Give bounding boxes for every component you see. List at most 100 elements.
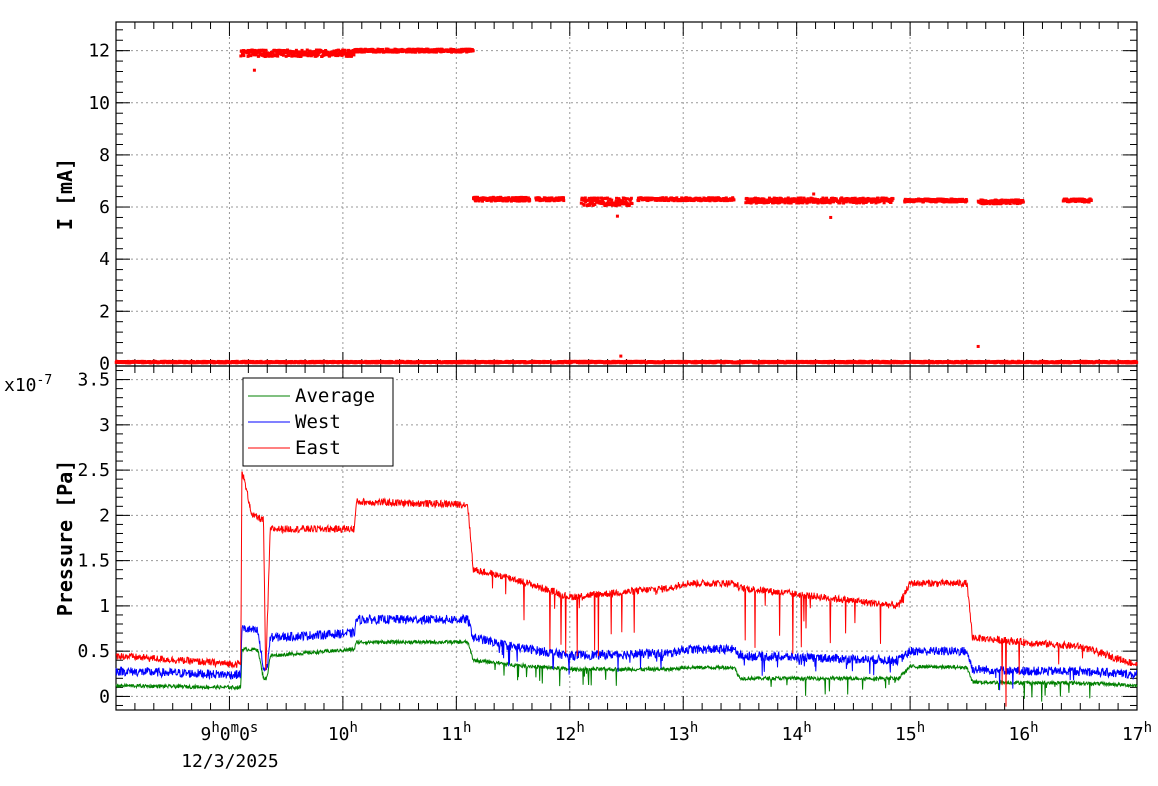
- current-outlier-point: [812, 192, 816, 196]
- current-point: [514, 199, 518, 203]
- x-tick-text: 17: [1122, 724, 1144, 745]
- x-tick-label: 10h: [328, 720, 358, 745]
- current-point: [780, 197, 784, 201]
- current-point: [255, 51, 259, 55]
- current-point: [308, 49, 312, 53]
- x-tick-text: 13: [668, 724, 690, 745]
- current-point: [270, 54, 274, 58]
- current-point: [252, 53, 256, 57]
- current-point: [853, 196, 857, 200]
- x-tick-superscript: h: [1030, 720, 1038, 736]
- current-point: [590, 199, 594, 203]
- x-tick-label: 13h: [668, 720, 698, 745]
- current-point: [707, 196, 711, 200]
- current-point: [861, 201, 865, 205]
- current-point: [281, 53, 285, 57]
- current-point: [595, 200, 599, 204]
- y-tick-label: 0: [99, 686, 110, 707]
- y-tick-label: 2: [99, 301, 110, 322]
- current-point: [335, 49, 339, 53]
- current-point: [471, 49, 475, 53]
- current-point: [622, 200, 626, 204]
- current-point: [869, 197, 873, 201]
- current-point: [507, 196, 511, 200]
- current-point: [323, 53, 327, 57]
- y-tick-label: 0.5: [77, 641, 110, 662]
- current-point: [816, 201, 820, 205]
- current-point: [804, 198, 808, 202]
- current-point: [560, 197, 564, 201]
- x-tick-label: 14h: [782, 720, 812, 745]
- current-point: [789, 201, 793, 205]
- current-point: [278, 52, 282, 56]
- current-point: [882, 201, 886, 205]
- current-point: [1005, 201, 1009, 205]
- current-point: [434, 50, 438, 54]
- current-point: [787, 201, 791, 205]
- x-tick-superscript2: m: [231, 720, 239, 736]
- pressure-panel: 0 0.5 1 1.5 2 2.5 3 3.5 Pressure [Pa] x10-7: [4, 365, 1138, 711]
- y-tick-label: 10: [88, 93, 110, 114]
- current-point: [802, 197, 806, 201]
- current-point: [1021, 200, 1025, 204]
- x-tick-superscript: h: [1144, 720, 1152, 736]
- current-point: [767, 196, 771, 200]
- current-point: [247, 52, 251, 56]
- x-tick-superscript: h: [463, 720, 471, 736]
- y-tick-label: 8: [99, 145, 110, 166]
- y-tick-label: 6: [99, 197, 110, 218]
- current-point: [515, 196, 519, 200]
- current-point: [841, 199, 845, 203]
- current-point: [937, 199, 941, 203]
- x-tick-text: 15: [895, 724, 917, 745]
- current-point: [813, 197, 817, 201]
- current-outlier-point: [976, 344, 980, 348]
- current-point: [863, 197, 867, 201]
- current-point: [983, 202, 987, 206]
- current-point: [562, 199, 566, 203]
- current-point: [240, 49, 244, 53]
- current-point: [845, 196, 849, 200]
- current-point: [949, 200, 953, 204]
- x-axis-date-label: 12/3/2025: [181, 751, 279, 772]
- exponent-power: -7: [37, 373, 53, 388]
- current-point: [347, 48, 351, 52]
- current-point: [806, 197, 810, 201]
- legend-label-average: Average: [295, 385, 375, 407]
- current-point: [600, 196, 604, 200]
- current-point: [545, 196, 549, 200]
- current-point: [291, 50, 295, 54]
- current-point: [562, 196, 566, 200]
- x-tick-label: 16h: [1008, 720, 1038, 745]
- current-point: [1087, 200, 1091, 204]
- y-tick-label: 4: [99, 249, 110, 270]
- current-point: [464, 47, 468, 51]
- current-point: [838, 201, 842, 205]
- current-point: [343, 49, 347, 53]
- current-point: [754, 196, 758, 200]
- current-point: [844, 200, 848, 204]
- current-point: [305, 48, 309, 52]
- current-point: [271, 50, 275, 54]
- current-point: [941, 197, 945, 201]
- current-point: [583, 196, 587, 200]
- current-point: [627, 203, 631, 207]
- current-point: [289, 50, 293, 54]
- current-point: [285, 48, 289, 52]
- x-tick-superscript: h: [803, 720, 811, 736]
- pressure-line-average: [115, 638, 1138, 702]
- current-point: [732, 198, 736, 202]
- current-outlier-point: [615, 214, 619, 218]
- current-point: [625, 197, 629, 201]
- legend: Average West East: [242, 377, 394, 467]
- y-tick-label: 1.5: [77, 551, 110, 572]
- current-point: [500, 196, 504, 200]
- current-point: [300, 53, 304, 57]
- current-point: [746, 197, 750, 201]
- current-point: [495, 198, 499, 202]
- y-exponent-label: x10-7: [4, 373, 52, 396]
- current-point: [300, 48, 304, 52]
- current-point: [680, 196, 684, 200]
